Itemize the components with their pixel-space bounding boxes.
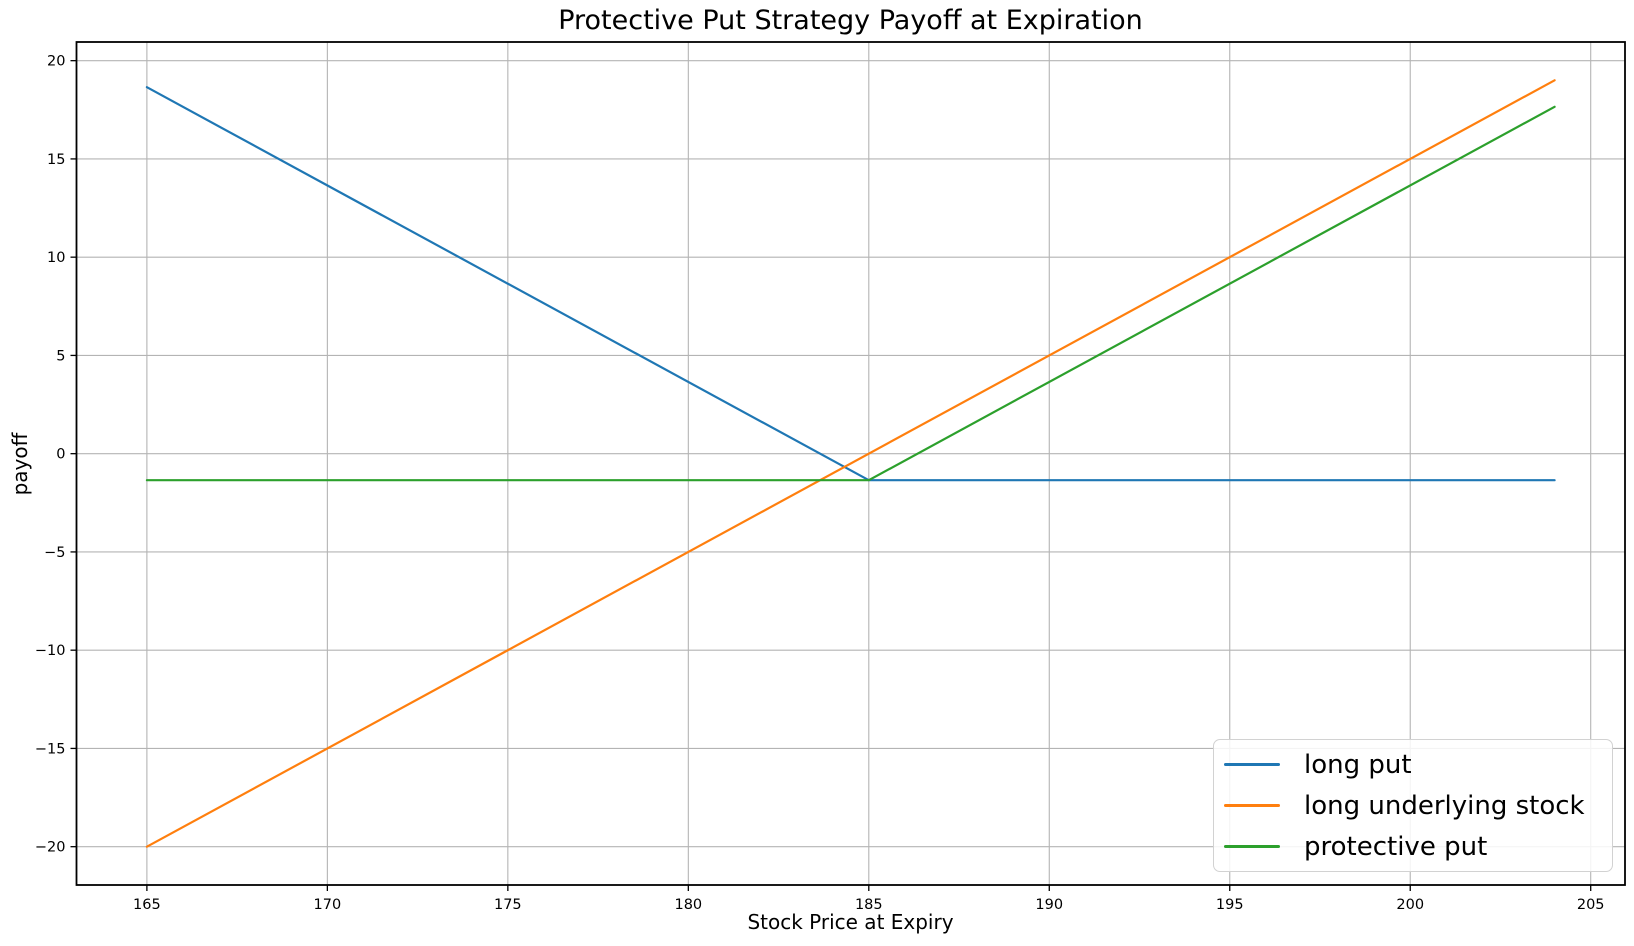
series-line-long-put [145,86,1556,482]
legend-line-swatch-blue [1224,763,1280,766]
x-tick-label: 180 [674,897,702,913]
legend-label: protective put [1304,831,1488,862]
y-tick-label: −20 [35,840,66,856]
legend-item-long-underlying-stock: long underlying stock [1214,785,1612,826]
x-tick-label: 190 [1035,897,1063,913]
x-tick-label: 165 [133,897,161,913]
y-tick-label: −10 [35,643,66,659]
y-tick-label: 5 [56,348,65,364]
y-tick-label: −5 [44,545,65,561]
series-line-protective-put [145,105,1556,482]
legend-label: long put [1304,749,1412,780]
x-axis-label: Stock Price at Expiry [747,910,954,934]
y-axis-label: payoff [8,432,32,496]
x-tick-label: 185 [855,897,883,913]
chart-title: Protective Put Strategy Payoff at Expira… [558,5,1143,36]
x-tick-label: 195 [1216,897,1244,913]
series-line-long-underlying-stock [145,79,1556,848]
y-tick-label: −15 [35,741,66,757]
x-tick-label: 200 [1396,897,1424,913]
x-tick-label: 170 [314,897,342,913]
legend-item-protective-put: protective put [1214,826,1612,867]
legend-line-swatch-green [1224,845,1280,848]
legend: long put long underlying stock protectiv… [1213,739,1613,872]
x-tick-label: 205 [1577,897,1605,913]
y-tick-label: 0 [56,447,65,463]
legend-label: long underlying stock [1304,790,1585,821]
legend-line-swatch-orange [1224,804,1280,807]
y-tick-label: 15 [47,152,65,168]
legend-item-long-put: long put [1214,744,1612,785]
y-tick-label: 20 [47,54,65,70]
y-tick-label: 10 [47,250,65,266]
plot-border [75,41,1626,886]
x-tick-label: 175 [494,897,522,913]
